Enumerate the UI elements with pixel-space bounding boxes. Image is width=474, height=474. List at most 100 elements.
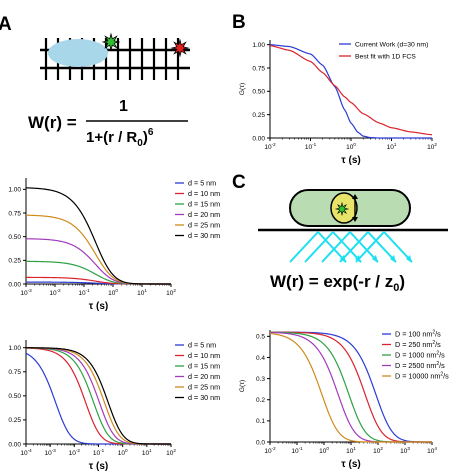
formula-tirf-end: ): [399, 272, 405, 291]
x-tick-label: 101: [137, 288, 147, 297]
x-tick-label: 10-2: [264, 142, 276, 151]
formula-tirf-main: W(r) = exp(-r / z: [270, 272, 393, 291]
x-axis-label: τ (s): [341, 155, 360, 166]
x-tick-base: 10: [319, 448, 327, 455]
x-tick-exponent: 2: [173, 288, 176, 293]
legend-entry: d = 15 nm: [188, 200, 220, 209]
laser-beam: [321, 231, 351, 263]
legend-entry: d = 5 nm: [188, 179, 216, 188]
y-tick-label: 0.00: [8, 281, 21, 288]
chart-a-bottom: 10-4 10-3 10-2 10-1 100 101 1020.000.250.500.7…: [8, 340, 220, 472]
legend-entry: d = 25 nm: [188, 383, 220, 392]
x-tick-exponent: -1: [100, 448, 105, 453]
legend-entry-name: d = 10 nm: [188, 351, 220, 360]
y-tick-label: 0.50: [8, 234, 21, 241]
y-tick-label: 0.0: [256, 439, 265, 446]
particle-star-icon: [334, 201, 350, 217]
dna-schematic: [40, 32, 190, 80]
green-star-icon: [101, 32, 121, 52]
x-tick-base: 10: [373, 448, 381, 455]
x-tick-label: 100: [346, 142, 356, 151]
x-tick-base: 10: [45, 450, 53, 457]
x-tick-base: 10: [69, 450, 77, 457]
legend-entry: d = 5 nm: [188, 341, 216, 350]
legend-entry: d = 30 nm: [188, 231, 220, 240]
laser-beam: [332, 231, 362, 263]
series-line-5: [26, 347, 171, 445]
y-tick-label: 1.00: [252, 42, 265, 49]
x-tick-exponent: 0: [115, 288, 118, 293]
x-tick-label: 101: [346, 446, 356, 455]
x-tick-exponent: -4: [28, 448, 33, 453]
x-tick-exponent: 0: [353, 142, 356, 147]
tirf-schematic: [258, 189, 448, 263]
series-line-6: [25, 347, 171, 445]
x-tick-label: 10-3: [45, 448, 57, 457]
y-tick-label: 1.00: [8, 345, 21, 352]
legend-entry-name: D = 1000 nm: [395, 351, 436, 360]
legend-entry: D = 2500 nm2/s: [395, 361, 445, 370]
evanescent-beams: [289, 231, 413, 263]
x-tick-exponent: 2: [380, 446, 383, 451]
y-tick-label: 0.75: [8, 210, 21, 217]
y-tick-label: 0.75: [8, 369, 21, 376]
series-line-5: [269, 332, 432, 443]
x-tick-exponent: -3: [28, 288, 33, 293]
x-tick-exponent: -2: [272, 446, 277, 451]
x-tick-base: 10: [400, 448, 408, 455]
panel-label-b: B: [232, 12, 246, 33]
x-tick-base: 10: [142, 450, 150, 457]
legend-entry-name: d = 5 nm: [188, 341, 216, 350]
series-line-3: [26, 260, 171, 285]
x-tick-label: 101: [142, 448, 152, 457]
legend-entry: d = 15 nm: [188, 362, 220, 371]
formula-dna-den-sub: 0: [137, 138, 143, 149]
formula-dna-den-sup: 6: [148, 127, 154, 138]
x-tick-base: 10: [20, 290, 28, 297]
legend-entry-tail: /s: [439, 361, 445, 370]
x-tick-base: 10: [137, 290, 145, 297]
legend-entry: D = 100 nm2/s: [395, 330, 441, 339]
formula-dna-denominator: 1+(r / R0)6: [86, 127, 154, 149]
legend-entry-tail: /s: [443, 372, 449, 381]
legend-entry-name: d = 20 nm: [188, 210, 220, 219]
x-tick-base: 10: [305, 144, 313, 151]
x-tick-label: 10-4: [20, 448, 32, 457]
legend-entry-tail: /s: [435, 330, 441, 339]
laser-beam: [317, 231, 347, 263]
y-tick-label: 0.25: [8, 417, 21, 424]
legend-entry-name: d = 15 nm: [188, 200, 220, 209]
legend-entry: Best fit with 1D FCS: [355, 54, 416, 61]
x-tick-exponent: 1: [394, 142, 397, 147]
x-tick-base: 10: [20, 450, 28, 457]
x-axis-label: τ (s): [89, 301, 108, 312]
series-line-4: [25, 347, 171, 445]
x-tick-base: 10: [387, 144, 395, 151]
x-tick-base: 10: [108, 290, 116, 297]
formula-dna: W(r) = 1 1+(r / R0)6: [28, 98, 188, 149]
legend-entry-name: d = 30 nm: [188, 393, 220, 402]
legend-entry-sup: 2: [436, 361, 439, 367]
legend-entry: d = 20 nm: [188, 210, 220, 219]
legend-entry: d = 20 nm: [188, 372, 220, 381]
x-tick-label: 100: [118, 448, 128, 457]
x-tick-label: 102: [166, 448, 176, 457]
y-tick-label: 0.25: [8, 258, 21, 265]
x-tick-exponent: 3: [407, 446, 410, 451]
formula-dna-den-main: 1+(r / R: [86, 129, 137, 146]
x-tick-exponent: -2: [57, 288, 62, 293]
legend-entry-name: D = 10000 nm: [395, 372, 440, 381]
y-axis-label: G(τ): [239, 380, 246, 393]
x-tick-base: 10: [93, 450, 101, 457]
legend-entry-name: d = 20 nm: [188, 372, 220, 381]
series-line-3: [25, 347, 171, 445]
laser-beam: [304, 231, 334, 263]
protein-blob: [48, 39, 108, 67]
formula-tirf-sub: 0: [393, 282, 399, 294]
x-tick-exponent: 1: [144, 288, 147, 293]
y-tick-label: 0.2: [256, 397, 265, 404]
legend-entry-name: d = 30 nm: [188, 231, 220, 240]
beam-arrowhead-icon: [340, 255, 346, 263]
